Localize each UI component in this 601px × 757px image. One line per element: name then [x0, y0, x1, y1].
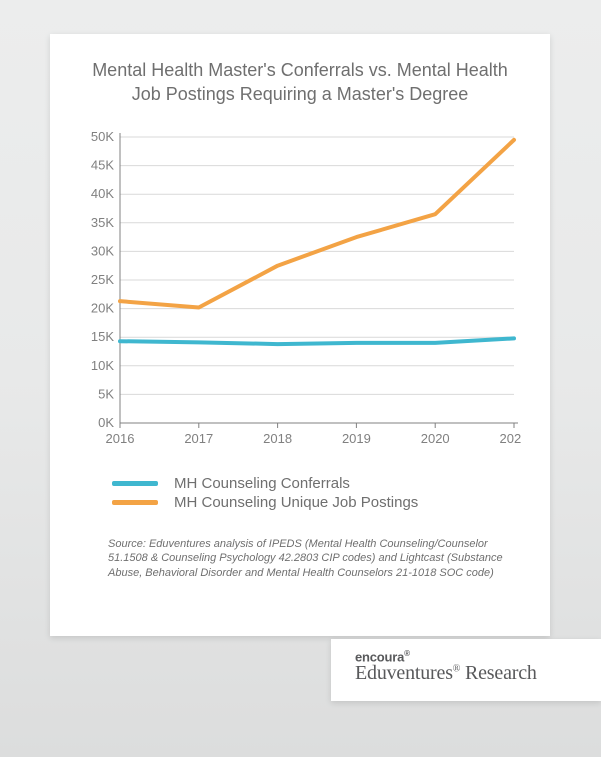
legend-swatch [112, 500, 158, 505]
registered-icon: ® [453, 664, 460, 675]
svg-text:15K: 15K [91, 329, 114, 344]
svg-text:40K: 40K [91, 186, 114, 201]
svg-text:2019: 2019 [342, 431, 371, 446]
svg-text:30K: 30K [91, 243, 114, 258]
legend-label: MH Counseling Unique Job Postings [174, 494, 418, 511]
chart-title: Mental Health Master's Conferrals vs. Me… [78, 58, 522, 107]
legend-item: MH Counseling Unique Job Postings [112, 494, 522, 511]
line-chart: 0K 5K 10K 15K 20K 25K 30K 35K 40K 45K 50K 2016 2017 2… [78, 129, 522, 459]
svg-text:2021: 2021 [500, 431, 522, 446]
svg-text:45K: 45K [91, 157, 114, 172]
svg-text:35K: 35K [91, 214, 114, 229]
svg-text:2018: 2018 [263, 431, 292, 446]
svg-text:2020: 2020 [421, 431, 450, 446]
chart-svg: 0K 5K 10K 15K 20K 25K 30K 35K 40K 45K 50K 2016 2017 2… [78, 129, 522, 459]
source-note: Source: Eduventures analysis of IPEDS (M… [78, 537, 522, 582]
svg-text:20K: 20K [91, 300, 114, 315]
brand-bottom: Eduventures® Research [355, 662, 601, 685]
chart-card: Mental Health Master's Conferrals vs. Me… [50, 34, 550, 636]
legend-item: MH Counseling Conferrals [112, 475, 522, 492]
legend-label: MH Counseling Conferrals [174, 475, 350, 492]
legend-swatch [112, 481, 158, 486]
svg-text:2017: 2017 [184, 431, 213, 446]
brand-badge: encoura® Eduventures® Research [331, 639, 601, 701]
legend: MH Counseling Conferrals MH Counseling U… [112, 475, 522, 511]
svg-text:2016: 2016 [106, 431, 135, 446]
svg-text:0K: 0K [98, 415, 114, 430]
svg-text:50K: 50K [91, 129, 114, 144]
svg-text:5K: 5K [98, 386, 114, 401]
svg-text:10K: 10K [91, 357, 114, 372]
svg-text:25K: 25K [91, 272, 114, 287]
registered-icon: ® [404, 649, 410, 658]
